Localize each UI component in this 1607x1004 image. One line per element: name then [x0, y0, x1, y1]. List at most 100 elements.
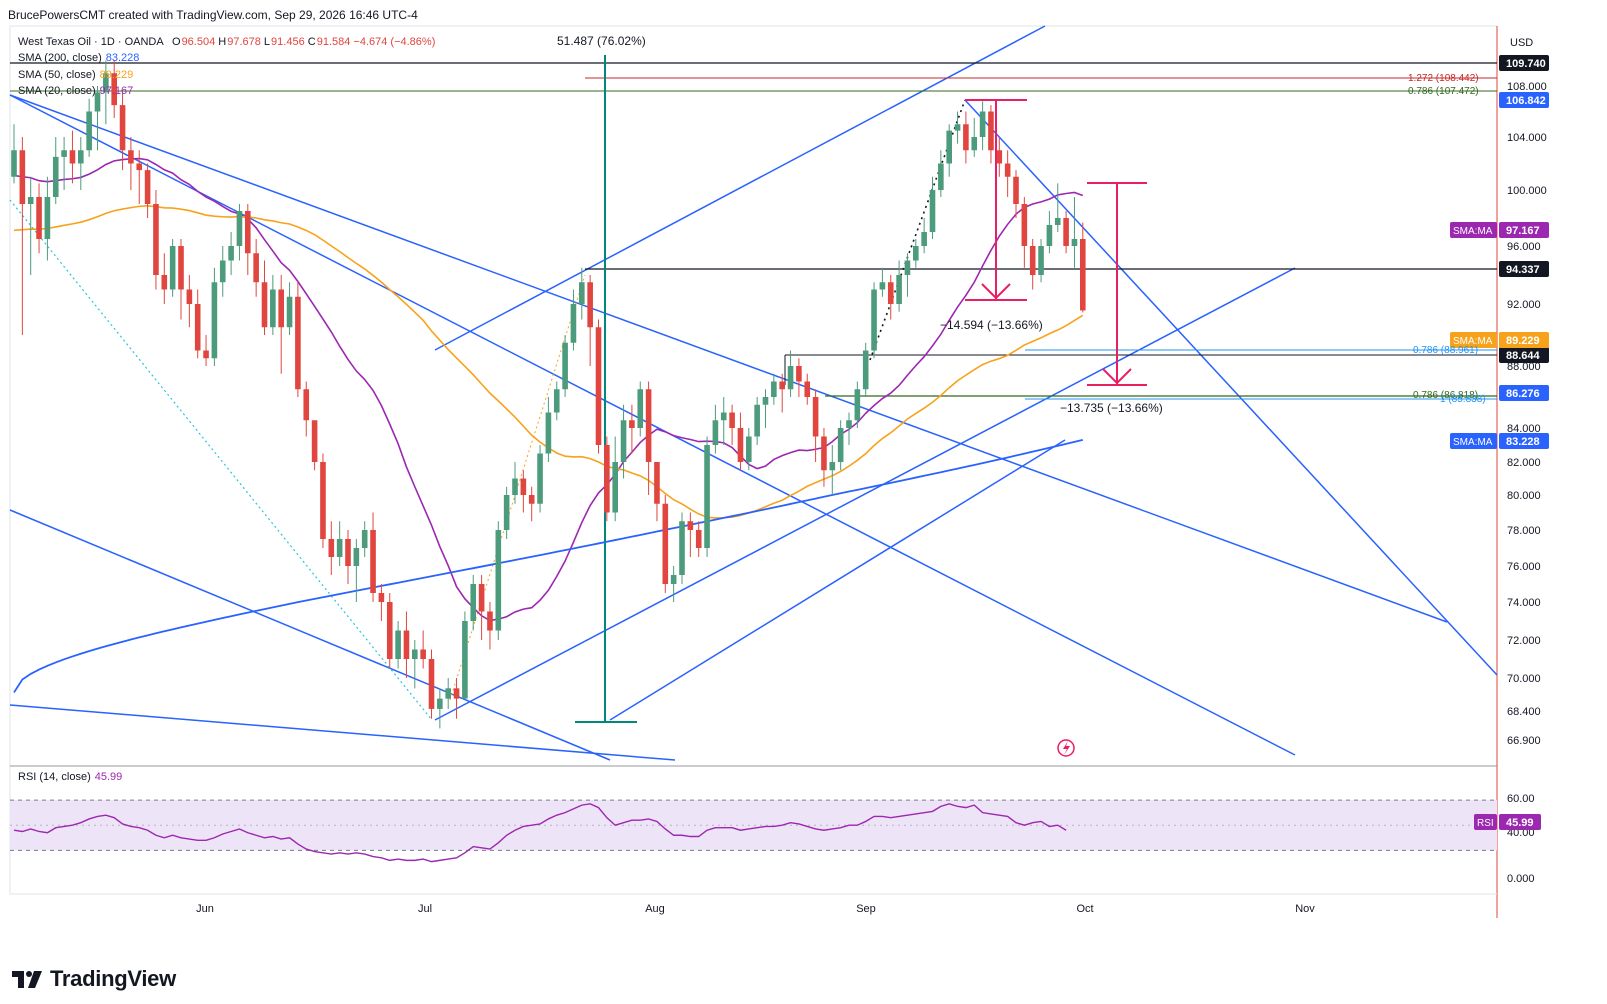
tradingview-wordmark: TradingView — [50, 966, 176, 991]
rsi-value-text: 45.99 — [1506, 817, 1534, 829]
candle-body — [345, 539, 351, 566]
candle-body — [261, 282, 268, 328]
price-labels: 109.740 106.842 94.337 88.644 86.276 SMA:MA 97… — [1408, 55, 1549, 830]
ma-tag — [1450, 332, 1497, 348]
candle-body — [1080, 239, 1086, 311]
candle-body — [804, 381, 811, 397]
price-tag-text: 88.644 — [1506, 350, 1541, 362]
rsi-tick-label: 60.00 — [1507, 793, 1535, 805]
candle-body — [562, 342, 568, 390]
candle-body — [86, 111, 92, 151]
rsi-value-tag — [1499, 814, 1541, 830]
candle-body — [946, 130, 952, 164]
candle-body — [462, 621, 468, 699]
price-tag-text: 94.337 — [1506, 264, 1540, 276]
candle-body — [779, 381, 785, 390]
candle-body — [94, 92, 101, 112]
time-tick-label: Sep — [856, 903, 876, 915]
candle-body — [913, 246, 919, 261]
candle-body — [921, 232, 927, 246]
measure-arrow — [1102, 368, 1132, 385]
chart-frame — [9, 25, 1498, 895]
candle-body — [971, 137, 978, 151]
tradingview-brand[interactable]: TradingView — [12, 966, 176, 992]
lightning-icon — [1063, 741, 1070, 755]
drawings — [9, 25, 1498, 761]
candle-body — [153, 204, 159, 275]
price-tick-label: 68.400 — [1507, 706, 1541, 718]
candle-body — [737, 428, 744, 462]
price-tick-label: 100.000 — [1507, 185, 1547, 197]
price-tick-label: 70.000 — [1507, 673, 1541, 685]
candle-body — [695, 530, 702, 548]
candle-body — [470, 584, 477, 621]
candle-body — [837, 428, 844, 462]
candle-body — [503, 495, 510, 530]
candle-body — [1071, 239, 1078, 246]
candle-body — [186, 289, 193, 304]
candle-body — [545, 412, 552, 454]
price-tag-text: 109.740 — [1506, 58, 1546, 70]
candle-body — [520, 478, 527, 495]
candle-body — [69, 150, 76, 164]
candle-body — [11, 150, 17, 177]
candle-body — [128, 150, 134, 164]
trendline — [964, 99, 1498, 676]
candle-body — [78, 150, 84, 164]
candle-body — [403, 630, 410, 659]
ma-tag-text: SMA:MA — [1453, 336, 1493, 347]
candle-body — [361, 530, 368, 548]
candle-body — [729, 412, 735, 428]
candle-body — [295, 296, 301, 390]
price-tick-label: 104.000 — [1507, 132, 1547, 144]
legend-ohlc: O96.504 H97.678 L91.456 C91.584 −4.674 (… — [172, 36, 435, 48]
candle-body — [270, 289, 276, 328]
candle-body — [679, 521, 685, 575]
ma-tag — [1450, 222, 1497, 238]
sma200-line — [13, 439, 1084, 693]
candle-body — [353, 548, 360, 566]
candle-body — [537, 453, 543, 504]
candle-body — [1063, 218, 1069, 246]
ma-tag-text: SMA:MA — [1453, 437, 1493, 448]
candle-body — [245, 211, 251, 254]
ma-value-tag — [1499, 433, 1549, 449]
trendline — [434, 267, 1296, 721]
candle-body — [579, 282, 585, 304]
candle-body — [495, 530, 502, 631]
candle-body — [879, 282, 886, 290]
candle-body — [862, 350, 869, 390]
candle-body — [846, 420, 852, 428]
candle-body — [36, 197, 42, 239]
candle-body — [612, 462, 618, 513]
range-label: 51.487 (76.02%) — [557, 34, 646, 48]
candle-body — [44, 197, 51, 239]
candle-body — [1046, 225, 1053, 246]
candle-body — [712, 420, 719, 445]
candle-body — [570, 304, 577, 343]
candle-body — [595, 327, 602, 445]
candle-body — [963, 124, 969, 151]
candle-body — [746, 436, 752, 462]
candle-body — [854, 389, 861, 421]
ma-value-text: 97.167 — [1506, 225, 1540, 237]
trendline — [609, 439, 1066, 721]
legend-sma200: SMA (200, close) 83.228 — [18, 52, 139, 64]
candle-body — [453, 688, 460, 699]
price-tick-label: 66.900 — [1507, 735, 1541, 747]
candle-body — [704, 445, 710, 548]
measure-label: −14.594 (−13.66%) — [940, 318, 1043, 332]
candle-body — [278, 289, 284, 328]
candle-body — [378, 593, 385, 602]
price-axis: 66.900 68.400 70.000 72.000 74.000 76.000 78.0… — [1507, 81, 1547, 885]
candle-body — [1029, 246, 1036, 275]
candle-body — [754, 404, 760, 437]
price-tick-label: 96.000 — [1507, 241, 1541, 253]
candle-body — [386, 602, 393, 659]
candle-body — [654, 462, 660, 504]
price-tick-label: 84.000 — [1507, 423, 1541, 435]
trendline — [434, 25, 1046, 351]
fib-label: 0.786 (88.961) — [1413, 345, 1478, 356]
candle-body — [720, 412, 727, 421]
